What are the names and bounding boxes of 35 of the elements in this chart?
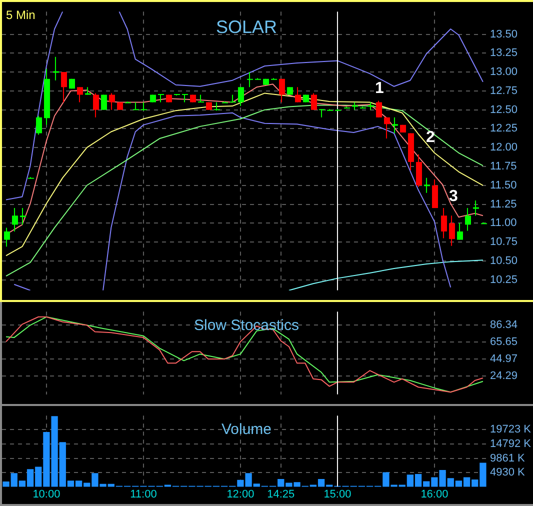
y-tick-label: 11.00 xyxy=(490,217,517,230)
x-tick-label: 14:25 xyxy=(267,488,295,500)
y-tick-label: 10.50 xyxy=(490,254,518,267)
y-tick-label: 12.75 xyxy=(490,84,518,97)
y-tick-label: 65.65 xyxy=(490,336,518,348)
x-tick-label: 16:00 xyxy=(420,488,448,500)
y-tick-label: 13.50 xyxy=(490,28,518,40)
y-tick-label: 12.25 xyxy=(490,122,518,135)
x-tick-label: 11:00 xyxy=(130,488,157,500)
y-tick-label: 11.25 xyxy=(490,198,517,210)
x-tick-label: 10:00 xyxy=(32,488,60,500)
y-tick-label: 13.25 xyxy=(490,47,518,60)
x-tick-label: 12:00 xyxy=(226,488,254,500)
y-tick-label: 9861 K xyxy=(490,452,526,464)
y-tick-label: 12.00 xyxy=(490,142,518,154)
annotation: 1 xyxy=(375,80,384,98)
chart-title: SOLAR xyxy=(216,16,278,37)
y-tick-label: 13.00 xyxy=(490,66,518,78)
y-tick-label: 14792 K xyxy=(490,438,532,450)
chart-title: Slow Stocastics xyxy=(194,316,300,334)
annotation: 2 xyxy=(426,129,435,147)
x-tick-label: 15:00 xyxy=(324,488,352,500)
y-tick-label: 44.97 xyxy=(490,353,518,366)
y-tick-label: 86.34 xyxy=(490,318,518,331)
annotation: 3 xyxy=(449,188,458,206)
y-tick-label: 19723 K xyxy=(490,424,532,436)
y-tick-label: 4930 K xyxy=(490,466,526,479)
y-tick-label: 11.50 xyxy=(490,179,517,192)
y-tick-label: 12.50 xyxy=(490,104,518,116)
y-tick-label: 10.75 xyxy=(490,236,518,248)
y-tick-label: 10.25 xyxy=(490,274,518,286)
chart-title: Volume xyxy=(221,420,272,438)
y-tick-label: 11.75 xyxy=(490,160,517,173)
annotation: 5 Min xyxy=(6,8,36,22)
y-tick-label: 24.29 xyxy=(490,370,518,382)
